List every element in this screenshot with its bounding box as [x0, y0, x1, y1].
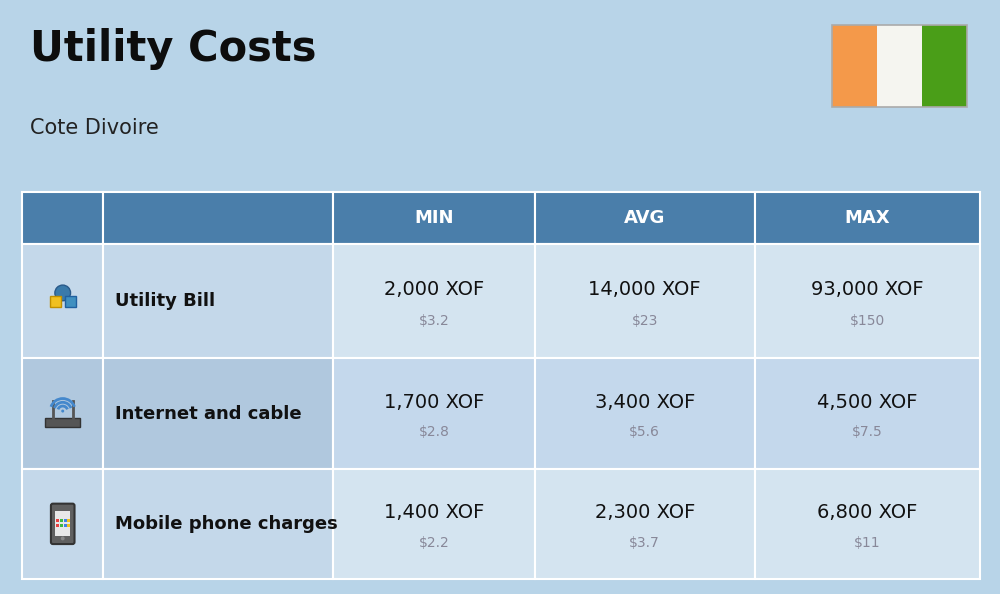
- Bar: [60, 524, 63, 527]
- Bar: [45, 418, 80, 427]
- Bar: [755, 192, 980, 244]
- Text: $3.7: $3.7: [629, 536, 660, 549]
- Bar: [535, 358, 755, 469]
- Text: 6,800 XOF: 6,800 XOF: [817, 503, 918, 522]
- Bar: [55, 511, 70, 536]
- Bar: [832, 25, 967, 107]
- Circle shape: [61, 536, 65, 541]
- Bar: [67, 524, 70, 527]
- Bar: [50, 296, 61, 307]
- Text: Mobile phone charges: Mobile phone charges: [115, 515, 338, 533]
- Bar: [103, 469, 333, 579]
- Text: MAX: MAX: [845, 209, 890, 227]
- Text: Utility Costs: Utility Costs: [30, 28, 316, 70]
- Text: 1,700 XOF: 1,700 XOF: [384, 393, 484, 412]
- Bar: [64, 519, 67, 523]
- Text: 1,400 XOF: 1,400 XOF: [384, 503, 484, 522]
- Bar: [535, 192, 755, 244]
- Bar: [60, 519, 63, 523]
- Bar: [755, 469, 980, 579]
- Text: 4,500 XOF: 4,500 XOF: [817, 393, 918, 412]
- Text: Utility Bill: Utility Bill: [115, 292, 215, 310]
- Bar: [22, 244, 103, 358]
- Bar: [103, 358, 333, 469]
- Bar: [755, 358, 980, 469]
- Bar: [22, 469, 103, 579]
- Bar: [333, 244, 535, 358]
- Text: $2.2: $2.2: [419, 536, 449, 549]
- Bar: [56, 524, 59, 527]
- Text: $2.8: $2.8: [419, 425, 449, 440]
- Text: 2,300 XOF: 2,300 XOF: [595, 503, 695, 522]
- Bar: [67, 519, 70, 523]
- Text: MIN: MIN: [414, 209, 454, 227]
- Bar: [333, 192, 535, 244]
- Bar: [65, 296, 76, 307]
- Bar: [22, 358, 103, 469]
- Bar: [877, 25, 922, 107]
- Text: 2,000 XOF: 2,000 XOF: [384, 280, 484, 299]
- Text: 93,000 XOF: 93,000 XOF: [811, 280, 924, 299]
- Bar: [922, 25, 967, 107]
- Circle shape: [61, 409, 64, 413]
- Bar: [535, 469, 755, 579]
- FancyBboxPatch shape: [51, 504, 75, 544]
- Text: 3,400 XOF: 3,400 XOF: [595, 393, 695, 412]
- Circle shape: [55, 285, 71, 301]
- Text: Cote Divoire: Cote Divoire: [30, 118, 159, 138]
- Text: $11: $11: [854, 536, 881, 549]
- Text: $5.6: $5.6: [629, 425, 660, 440]
- Text: $23: $23: [632, 314, 658, 328]
- Bar: [22, 192, 103, 244]
- Text: Internet and cable: Internet and cable: [115, 405, 302, 422]
- Bar: [333, 469, 535, 579]
- Text: 14,000 XOF: 14,000 XOF: [588, 280, 701, 299]
- Bar: [103, 192, 333, 244]
- Bar: [755, 244, 980, 358]
- Text: AVG: AVG: [624, 209, 665, 227]
- Bar: [103, 244, 333, 358]
- Bar: [333, 358, 535, 469]
- Text: $3.2: $3.2: [419, 314, 449, 328]
- Bar: [832, 25, 877, 107]
- Text: $150: $150: [850, 314, 885, 328]
- Bar: [56, 519, 59, 523]
- Bar: [535, 244, 755, 358]
- Bar: [64, 524, 67, 527]
- Text: $7.5: $7.5: [852, 425, 883, 440]
